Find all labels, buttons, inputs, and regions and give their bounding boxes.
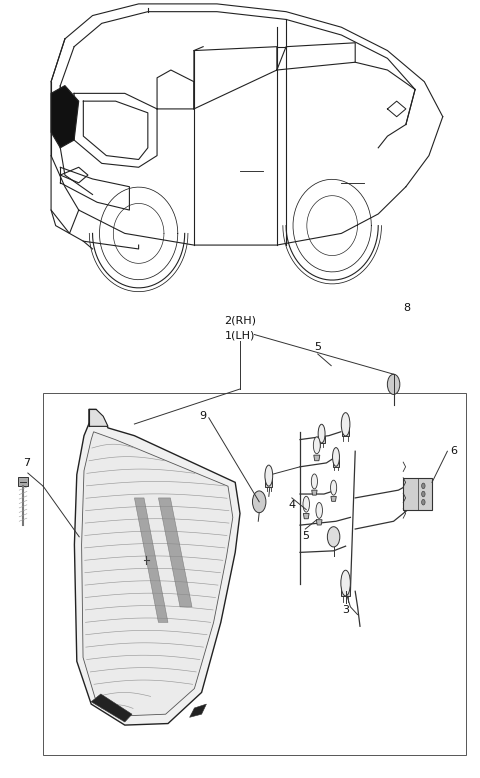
Ellipse shape bbox=[303, 496, 310, 512]
Polygon shape bbox=[82, 432, 233, 716]
Ellipse shape bbox=[331, 480, 336, 495]
Text: 5: 5 bbox=[302, 531, 309, 541]
Bar bbox=[342, 427, 349, 436]
Polygon shape bbox=[303, 513, 309, 519]
Text: 8: 8 bbox=[404, 303, 410, 313]
Text: 3: 3 bbox=[342, 605, 349, 615]
Text: 6: 6 bbox=[450, 447, 457, 456]
Ellipse shape bbox=[316, 503, 323, 518]
Bar bbox=[18, 477, 28, 486]
Circle shape bbox=[327, 527, 340, 547]
Ellipse shape bbox=[312, 474, 317, 489]
Text: 1(LH): 1(LH) bbox=[225, 331, 255, 341]
Circle shape bbox=[421, 483, 425, 489]
Polygon shape bbox=[89, 409, 108, 426]
Polygon shape bbox=[190, 704, 206, 717]
Polygon shape bbox=[51, 86, 79, 148]
Circle shape bbox=[252, 491, 266, 513]
Ellipse shape bbox=[318, 424, 325, 443]
Polygon shape bbox=[134, 498, 168, 622]
Ellipse shape bbox=[313, 437, 320, 454]
Circle shape bbox=[421, 499, 425, 505]
Text: 4: 4 bbox=[288, 500, 295, 510]
Circle shape bbox=[387, 374, 400, 394]
Bar bbox=[43, 393, 466, 755]
Text: 2(RH): 2(RH) bbox=[224, 315, 256, 325]
Bar bbox=[265, 478, 272, 486]
Polygon shape bbox=[316, 520, 322, 525]
Polygon shape bbox=[314, 455, 320, 461]
Polygon shape bbox=[331, 496, 336, 501]
Ellipse shape bbox=[333, 447, 339, 466]
Polygon shape bbox=[74, 412, 240, 725]
Text: 5: 5 bbox=[314, 342, 321, 352]
Polygon shape bbox=[91, 694, 132, 722]
Ellipse shape bbox=[341, 412, 350, 436]
Text: 9: 9 bbox=[199, 412, 206, 421]
Text: 7: 7 bbox=[23, 458, 30, 468]
Polygon shape bbox=[312, 490, 317, 495]
Ellipse shape bbox=[341, 570, 350, 596]
Bar bbox=[403, 478, 432, 510]
Ellipse shape bbox=[265, 465, 273, 486]
Polygon shape bbox=[158, 498, 192, 607]
Bar bbox=[319, 436, 324, 443]
Circle shape bbox=[421, 491, 425, 497]
Bar bbox=[341, 586, 350, 597]
Bar bbox=[333, 459, 339, 467]
